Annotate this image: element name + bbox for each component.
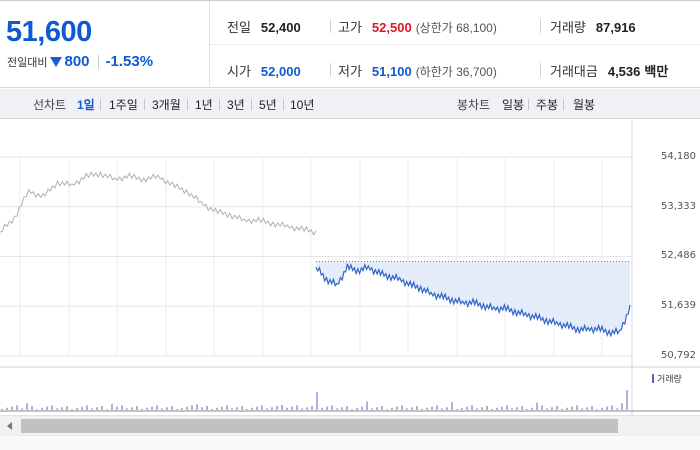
prev-close-label: 전일 xyxy=(227,20,251,35)
afternoon-price-line xyxy=(315,262,631,338)
change-amount: 800 xyxy=(64,53,90,70)
down-triangle-icon xyxy=(50,56,63,67)
volume-legend: 거래량 xyxy=(652,372,682,385)
scroll-left-icon[interactable] xyxy=(7,422,12,430)
divider xyxy=(330,19,331,33)
divider xyxy=(219,99,220,110)
divider xyxy=(540,19,541,33)
divider xyxy=(97,54,99,69)
morning-price-line xyxy=(0,170,317,236)
lower-limit: (하한가 36,700) xyxy=(415,65,497,79)
upper-limit: (상한가 68,100) xyxy=(415,21,497,35)
intraday-price-chart[interactable]: 54,180 53,333 52,486 51,639 50,792 거래량 xyxy=(0,120,700,415)
prev-close-stat: 전일 52,400 xyxy=(227,17,301,36)
change-label: 전일대비 xyxy=(7,56,48,69)
line-chart-label: 선차트 xyxy=(33,98,67,112)
volume-legend-marker xyxy=(652,374,654,383)
divider xyxy=(563,99,564,110)
footer-strip xyxy=(0,435,700,450)
y-tick-label: 54,180 xyxy=(661,151,696,162)
change-rate: -1.53% xyxy=(105,53,154,70)
divider xyxy=(330,63,331,77)
volume-legend-label: 거래량 xyxy=(657,374,682,384)
change-row: 전일대비 800 -1.53% xyxy=(7,53,153,70)
low-stat: 저가 51,100 (하한가 36,700) xyxy=(338,61,497,80)
trade-value-label: 거래대금 xyxy=(550,64,598,79)
divider xyxy=(540,63,541,77)
open-label: 시가 xyxy=(227,64,251,79)
candle-chart-label: 봉차트 xyxy=(457,98,491,112)
scroll-thumb[interactable] xyxy=(21,419,618,433)
trade-value-unit: 백만 xyxy=(644,64,669,79)
period-1d-tab[interactable]: 1일 xyxy=(77,98,95,112)
price-chart-canvas[interactable] xyxy=(0,120,700,415)
y-tick-label: 50,792 xyxy=(661,350,696,361)
period-3m-tab[interactable]: 3개월 xyxy=(152,98,181,112)
volume-value: 87,916 xyxy=(595,20,636,35)
divider xyxy=(187,99,188,110)
open-stat: 시가 52,000 xyxy=(227,61,301,80)
period-5y-tab[interactable]: 5년 xyxy=(259,98,277,112)
candle-monthly-tab[interactable]: 월봉 xyxy=(573,98,596,112)
period-1y-tab[interactable]: 1년 xyxy=(195,98,213,112)
y-tick-label: 53,333 xyxy=(661,201,696,212)
y-tick-label: 52,486 xyxy=(661,250,696,261)
current-price: 51,600 xyxy=(6,16,92,48)
divider xyxy=(528,99,529,110)
candle-weekly-tab[interactable]: 주봉 xyxy=(536,98,559,112)
prev-close-value: 52,400 xyxy=(260,20,301,35)
divider xyxy=(144,99,145,110)
divider xyxy=(251,99,252,110)
open-value: 52,000 xyxy=(260,64,301,79)
y-tick-label: 51,639 xyxy=(661,300,696,311)
divider xyxy=(210,44,700,45)
period-3y-tab[interactable]: 3년 xyxy=(227,98,245,112)
trade-value-stat: 거래대금 4,536 백만 xyxy=(550,61,668,80)
divider xyxy=(283,99,284,110)
volume-stat: 거래량 87,916 xyxy=(550,17,636,36)
trade-value: 4,536 xyxy=(607,64,641,79)
stock-summary: 51,600 전일대비 800 -1.53% 전일 52,400 고가 52,5… xyxy=(0,0,700,88)
price-box: 51,600 전일대비 800 -1.53% xyxy=(0,1,210,88)
high-value: 52,500 xyxy=(371,20,412,35)
chart-period-toolbar: 선차트 1일 1주일 3개월 1년 3년 5년 10년 봉차트 일봉 주봉 월봉 xyxy=(0,89,700,119)
period-1w-tab[interactable]: 1주일 xyxy=(109,98,138,112)
chart-scrollbar[interactable] xyxy=(0,415,700,435)
high-label: 고가 xyxy=(338,20,362,35)
period-10y-tab[interactable]: 10년 xyxy=(290,98,315,112)
below-reference-area xyxy=(316,261,630,332)
high-stat: 고가 52,500 (상한가 68,100) xyxy=(338,17,497,36)
candle-daily-tab[interactable]: 일봉 xyxy=(502,98,525,112)
volume-label: 거래량 xyxy=(550,20,586,35)
low-value: 51,100 xyxy=(371,64,412,79)
divider xyxy=(100,99,101,110)
low-label: 저가 xyxy=(338,64,362,79)
